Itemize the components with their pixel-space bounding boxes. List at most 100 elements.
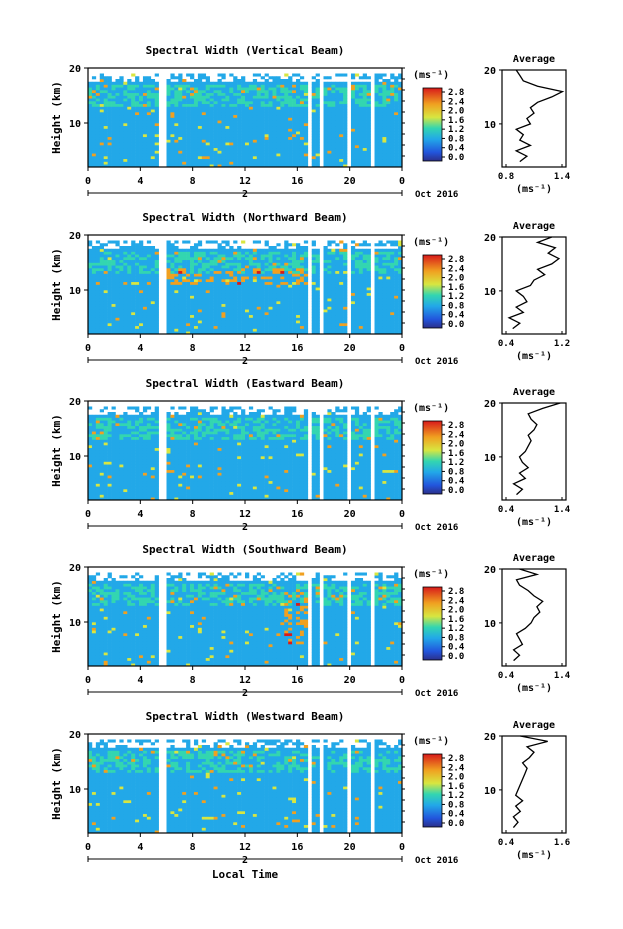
heatmap-cell [343, 81, 348, 85]
heatmap-cell [178, 328, 183, 332]
heatmap-cell [280, 147, 285, 151]
heatmap-cell [378, 284, 383, 288]
heatmap-cell [394, 81, 399, 85]
heatmap-cell [201, 87, 207, 91]
heatmap-cell [237, 262, 242, 266]
heatmap-cell [358, 84, 364, 88]
heatmap-cell [123, 292, 128, 296]
heatmap-cell [146, 298, 152, 302]
heatmap-cell [390, 158, 395, 162]
heatmap-cell [233, 295, 238, 299]
heatmap-cell [103, 270, 108, 274]
heatmap-cell [119, 323, 124, 327]
heatmap-cell [225, 114, 230, 118]
heatmap-cell [178, 292, 183, 296]
heatmap-cell [264, 101, 269, 105]
heatmap-cell [190, 87, 195, 91]
heatmap-cell [103, 323, 108, 327]
heatmap-cell [354, 147, 360, 151]
heatmap-cell [256, 134, 261, 138]
heatmap-cell [292, 92, 297, 96]
heatmap-cell [205, 262, 210, 266]
heatmap-cell [284, 87, 289, 91]
heatmap-cell [327, 92, 332, 96]
heatmap-cell [323, 317, 328, 321]
heatmap-cell [146, 92, 152, 96]
heatmap-cell [131, 265, 136, 269]
heatmap-cell [350, 317, 356, 321]
heatmap-cell [88, 292, 93, 296]
heatmap-cell [350, 131, 356, 135]
heatmap-cell [166, 139, 171, 143]
heatmap-cell [142, 150, 148, 154]
average-frame [501, 69, 567, 168]
heatmap-cell [99, 317, 104, 321]
heatmap-cell [131, 323, 136, 327]
heatmap-cell [260, 259, 265, 263]
heatmap-cell [182, 276, 187, 280]
heatmap-cell [88, 95, 93, 99]
heatmap-cell [276, 153, 281, 157]
panel-title: Spectral Width (Vertical Beam) [146, 44, 345, 57]
heatmap-cell [111, 320, 116, 324]
heatmap-cell [299, 84, 305, 88]
heatmap-cell [186, 312, 191, 316]
heatmap-cell [221, 251, 226, 255]
heatmap-cell [127, 95, 132, 99]
heatmap-cell [248, 158, 254, 162]
heatmap-cell [303, 153, 309, 157]
heatmap-cell [205, 90, 210, 94]
heatmap-cell [225, 268, 230, 272]
heatmap-cell [193, 270, 199, 274]
heatmap-cell [248, 84, 254, 88]
heatmap-cell [260, 298, 265, 302]
heatmap-cell [390, 147, 395, 151]
heatmap-cell [213, 125, 218, 129]
heatmap-cell [205, 497, 210, 501]
heatmap-cell [139, 276, 144, 280]
heatmap-cell [111, 248, 116, 252]
heatmap-cell [390, 136, 395, 140]
heatmap-cell [299, 306, 305, 310]
heatmap-cell [264, 114, 269, 118]
heatmap-cell [217, 309, 222, 313]
heatmap-cell [256, 142, 261, 146]
heatmap-cell [292, 114, 297, 118]
heatmap-cell [296, 109, 301, 113]
heatmap-cell [88, 90, 93, 94]
heatmap-cell [315, 161, 320, 165]
heatmap-cell [127, 270, 132, 274]
heatmap-cell [197, 306, 203, 310]
heatmap-cell [382, 287, 387, 291]
heatmap-cell [398, 292, 403, 296]
heatmap-cell [398, 139, 403, 143]
heatmap-cell [252, 114, 258, 118]
heatmap-cell [170, 306, 175, 310]
heatmap-cell [170, 325, 175, 329]
heatmap-cell [213, 142, 218, 146]
heatmap-cell [115, 84, 120, 88]
heatmap-cell [386, 112, 391, 116]
heatmap-cell [91, 273, 97, 277]
heatmap-cell [237, 251, 242, 255]
heatmap-cell [315, 284, 320, 288]
heatmap-cell [174, 276, 179, 280]
heatmap-cell [201, 101, 207, 105]
heatmap-cell [182, 134, 187, 138]
heatmap-cell [91, 251, 97, 255]
heatmap-cell [350, 128, 356, 132]
heatmap-cell [209, 150, 214, 154]
heatmap-cell [292, 103, 297, 107]
heatmap-cell [119, 150, 124, 154]
colorbar-unit: (ms⁻¹) [413, 70, 449, 81]
heatmap-cell [201, 84, 207, 88]
heatmap-cell [91, 287, 97, 291]
heatmap-cell [303, 120, 309, 124]
heatmap-cell [327, 312, 332, 316]
heatmap-cell [166, 290, 171, 294]
heatmap-cell [150, 136, 156, 140]
heatmap-cell [178, 281, 183, 285]
heatmap-cell [186, 98, 191, 102]
heatmap-cell [390, 325, 395, 329]
heatmap-cell [288, 120, 293, 124]
